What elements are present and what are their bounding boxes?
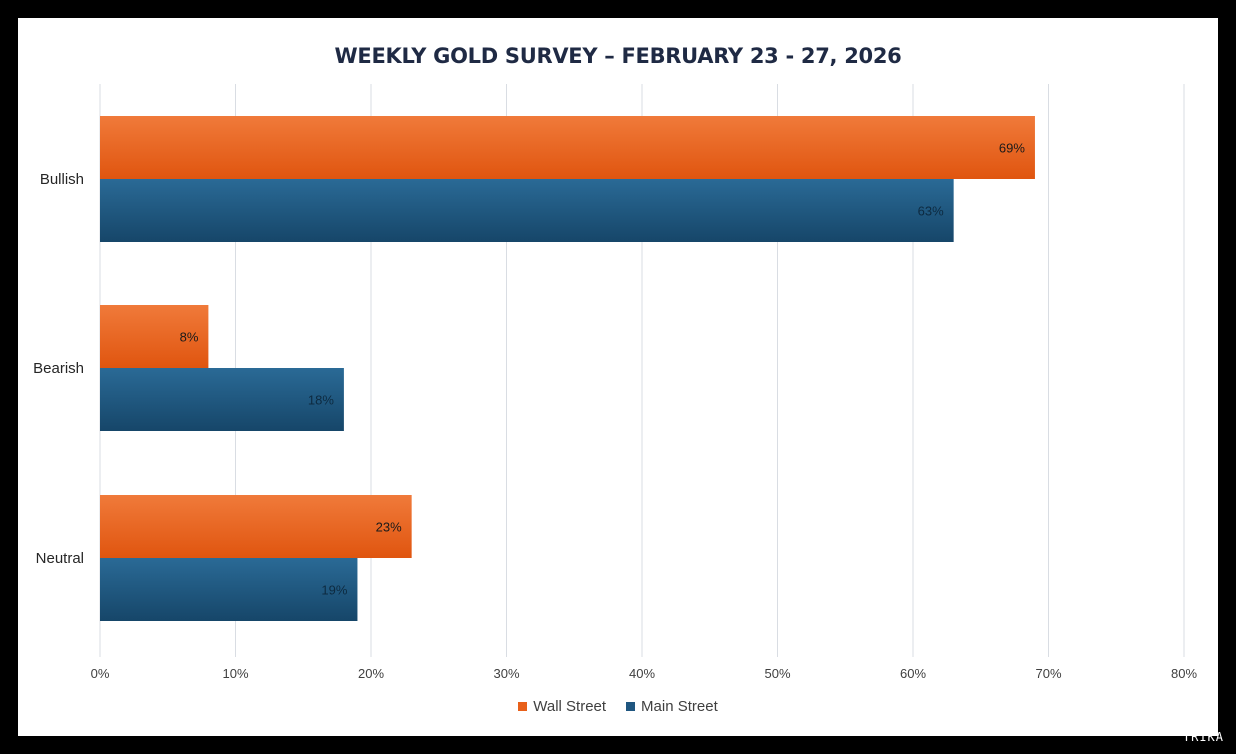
category-label: Bullish — [40, 171, 84, 188]
data-label: 18% — [308, 393, 334, 408]
data-label: 23% — [376, 520, 402, 535]
legend-label-main-street: Main Street — [641, 698, 718, 715]
x-tick-label: 30% — [493, 666, 519, 681]
x-tick-label: 20% — [358, 666, 384, 681]
bar — [100, 558, 358, 621]
category-label: Bearish — [33, 360, 84, 377]
data-label: 69% — [999, 141, 1025, 156]
x-tick-label: 40% — [629, 666, 655, 681]
bar — [100, 305, 209, 368]
legend-swatch-main-street — [626, 702, 636, 711]
x-tick-label: 10% — [222, 666, 248, 681]
category-label: Neutral — [36, 550, 84, 567]
bar — [100, 368, 344, 431]
data-label: 19% — [321, 583, 347, 598]
legend: Wall Street Main Street — [0, 698, 1236, 715]
bar — [100, 495, 412, 558]
legend-item-wall-street: Wall Street — [518, 698, 606, 715]
watermark: TRIKA — [1182, 730, 1224, 744]
legend-item-main-street: Main Street — [626, 698, 718, 715]
x-tick-label: 0% — [91, 666, 110, 681]
x-tick-label: 70% — [1035, 666, 1061, 681]
chart-title: WEEKLY GOLD SURVEY – FEBRUARY 23 - 27, 2… — [334, 44, 902, 68]
x-tick-label: 60% — [900, 666, 926, 681]
x-tick-label: 80% — [1171, 666, 1197, 681]
data-label: 63% — [918, 204, 944, 219]
legend-swatch-wall-street — [518, 702, 528, 711]
bar — [100, 179, 954, 242]
data-label: 8% — [180, 330, 199, 345]
bar — [100, 116, 1035, 179]
x-tick-label: 50% — [764, 666, 790, 681]
legend-label-wall-street: Wall Street — [533, 698, 607, 715]
